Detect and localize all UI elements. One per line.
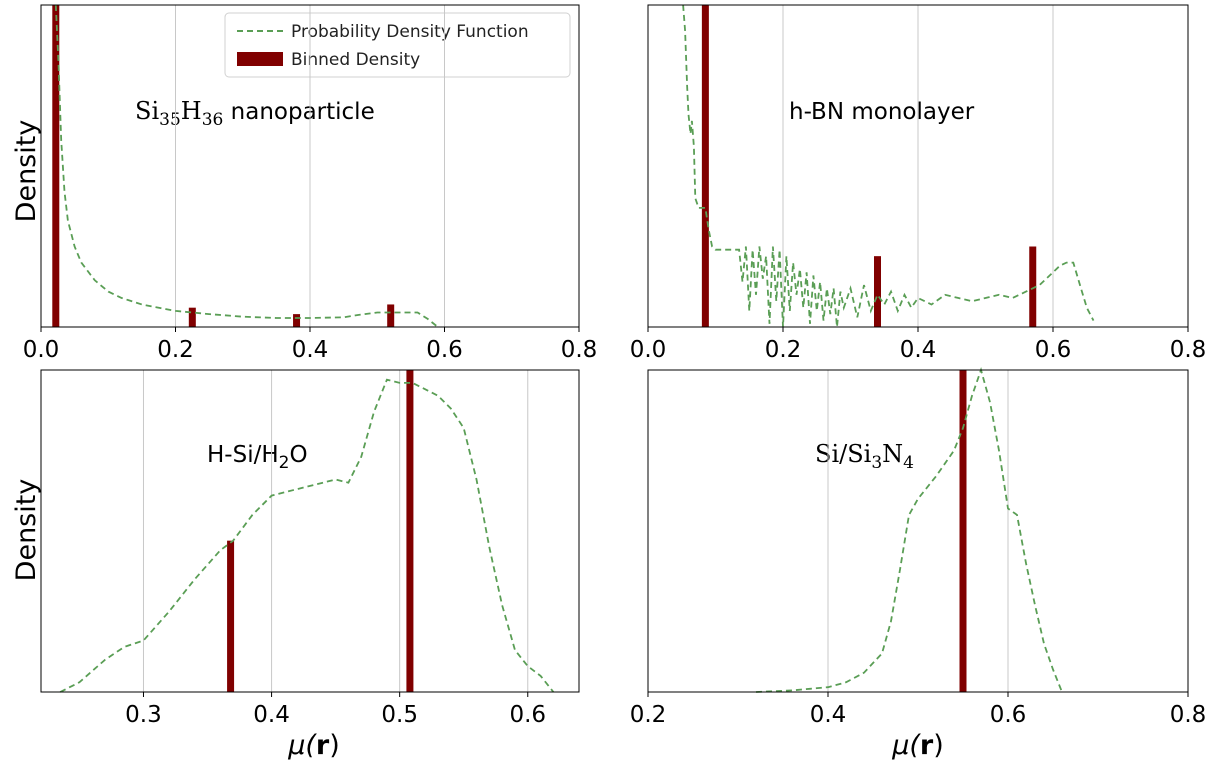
pdf-line [59,378,555,693]
bar [227,540,235,692]
x-tick-label: 0.6 [426,337,463,363]
x-tick-label: 0.4 [253,702,290,728]
bar [406,370,414,692]
panel-4: 0.2 0.4 0.6 0.8 [630,366,1207,728]
pdf-line [682,4,1095,328]
x-tick-label: 0.8 [1170,702,1207,728]
bar [1029,246,1037,327]
pdf-line [755,366,1063,693]
bar [188,307,196,327]
xlabel-bottom-left: μ(r) [287,730,340,761]
annotation-si-si3n4: Si/Si3N4 [815,440,914,473]
x-tick-label: 0.6 [1035,337,1072,363]
x-tick-label: 0.8 [561,337,598,363]
xlabel-bottom-right: μ(r) [891,730,944,761]
panel-2: 0.0 0.2 0.4 0.6 0.8 [630,4,1207,363]
annotation-hbn: h-BN monolayer [789,99,975,125]
pdf-line [54,4,439,328]
panels: 0.0 0.2 0.4 0.6 0.8 0.0 0.2 0.4 0.6 0.80.3 0.4 0.5 0… [23,4,1207,728]
bar [701,5,709,327]
x-tick-label: 0.2 [630,702,667,728]
bar [874,256,881,327]
annotation-si35h36: Si35H36 nanoparticle [135,97,375,130]
x-tick-label: 0.6 [990,702,1027,728]
x-tick-label: 0.3 [125,702,162,728]
x-tick-label: 0.5 [381,702,418,728]
ylabel-top-left: Density [11,120,42,223]
x-tick-label: 0.2 [157,337,194,363]
x-tick-label: 0.0 [630,337,667,363]
plot-frame [40,369,580,693]
bar [959,370,967,692]
legend-pdf-label: Probability Density Function [291,22,529,42]
legend-box [224,12,571,78]
panel-3: 0.3 0.4 0.5 0.6 [40,369,580,728]
x-tick-label: 0.4 [292,337,329,363]
x-tick-label: 0.4 [900,337,937,363]
x-tick-label: 0.4 [810,702,847,728]
x-tick-label: 0.2 [765,337,802,363]
legend-bar-label: Binned Density [291,50,420,70]
x-tick-label: 0.0 [23,337,60,363]
legend-bar-swatch [237,52,283,66]
panel-1: 0.0 0.2 0.4 0.6 0.8 [23,4,598,363]
ylabel-bottom-left: Density [11,479,42,582]
x-tick-label: 0.6 [509,702,546,728]
bar [387,304,395,327]
x-tick-label: 0.8 [1170,337,1207,363]
annotation-hsi-h2o: H-Si/H2O [207,442,308,473]
bar [293,314,301,327]
legend: Probability Density Function Binned Dens… [224,12,571,78]
plot-frame [647,369,1189,693]
bar [52,5,60,327]
